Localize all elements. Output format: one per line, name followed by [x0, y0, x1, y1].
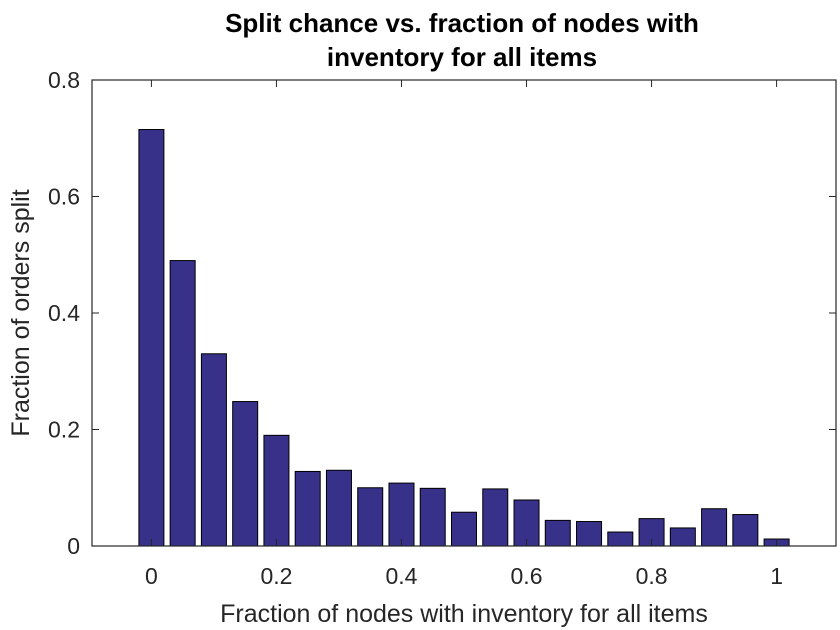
axis-ticks: 0 0.2 0.4 0.6 0.8 0 0.2 0.4 0.6 0.8 1: [48, 67, 836, 589]
x-tick-label: 1: [770, 563, 783, 589]
y-tick-label: 0.8: [48, 67, 80, 93]
bar: [325, 469, 352, 547]
y-tick-label: 0.6: [48, 184, 80, 210]
bar: [669, 527, 696, 547]
x-tick-label: 0.8: [636, 563, 668, 589]
bar: [450, 511, 478, 547]
x-tick-label: 0.2: [260, 563, 292, 589]
chart-title-line-1: Split chance vs. fraction of nodes with: [225, 8, 699, 38]
bar: [169, 260, 196, 547]
x-axis-label: Fraction of nodes with inventory for all…: [220, 600, 708, 628]
bar: [357, 487, 384, 547]
bar: [388, 482, 415, 547]
bar-series: [138, 129, 790, 547]
bar: [732, 514, 759, 547]
bar: [701, 508, 728, 547]
bar: [138, 129, 165, 547]
bar: [576, 521, 603, 547]
x-tick-label: 0.4: [385, 563, 417, 589]
y-axis-label: Fraction of orders split: [7, 189, 35, 436]
y-tick-label: 0.2: [48, 417, 80, 443]
bar: [482, 488, 509, 547]
axes-box: [91, 79, 837, 547]
bar: [294, 470, 321, 547]
bar: [419, 487, 446, 547]
x-tick-label: 0.6: [511, 563, 543, 589]
bar: [513, 499, 540, 547]
chart-title-line-2: inventory for all items: [327, 42, 597, 72]
bar: [544, 519, 571, 547]
bar: [232, 401, 259, 547]
x-tick-label: 0: [145, 563, 158, 589]
bar: [263, 434, 290, 547]
y-tick-label: 0: [67, 533, 80, 559]
y-tick-label: 0.4: [48, 300, 80, 326]
bar: [607, 531, 634, 547]
bar: [200, 353, 227, 547]
